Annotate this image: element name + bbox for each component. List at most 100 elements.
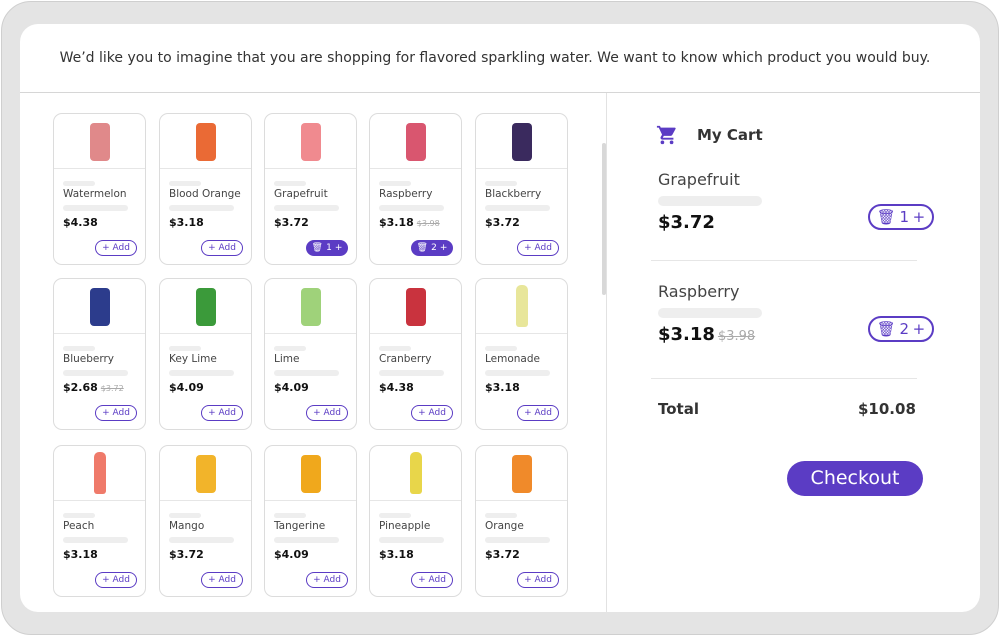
placeholder-bar	[169, 181, 201, 186]
add-button[interactable]: + Add	[306, 572, 348, 588]
product-name: Blackberry	[485, 188, 542, 200]
product-price: $3.18	[379, 548, 414, 561]
divider	[20, 92, 980, 93]
product-image	[195, 455, 216, 493]
original-price: $3.72	[100, 384, 124, 393]
product-name: Lemonade	[485, 353, 540, 365]
trash-icon[interactable]: 🗑	[876, 208, 896, 226]
product-card: Grapefruit $3.72 🗑 1 +	[264, 113, 357, 265]
product-price: $3.72	[274, 216, 309, 229]
placeholder-bar	[169, 537, 234, 543]
product-price: $2.68	[63, 381, 98, 394]
product-name: Tangerine	[274, 520, 326, 532]
total-value: $10.08	[858, 400, 916, 418]
placeholder-bar	[63, 370, 128, 376]
add-button[interactable]: + Add	[95, 240, 137, 256]
plus-icon[interactable]: +	[912, 208, 926, 226]
placeholder-bar	[63, 513, 95, 518]
placeholder-bar	[379, 205, 444, 211]
quantity-stepper[interactable]: 🗑 2 +	[411, 240, 453, 256]
placeholder-bar	[658, 196, 762, 206]
product-price: $3.72	[169, 548, 204, 561]
product-image-area	[160, 446, 251, 501]
trash-icon[interactable]: 🗑	[311, 243, 323, 253]
product-image-area	[265, 446, 356, 501]
add-button[interactable]: + Add	[517, 572, 559, 588]
cart-title: My Cart	[697, 126, 763, 144]
placeholder-bar	[63, 205, 128, 211]
cart-item-name: Grapefruit	[658, 170, 740, 189]
quantity: 1	[326, 243, 332, 253]
placeholder-bar	[169, 346, 201, 351]
add-button[interactable]: + Add	[95, 572, 137, 588]
add-button[interactable]: + Add	[517, 240, 559, 256]
placeholder-bar	[485, 346, 517, 351]
quantity: 2	[899, 320, 909, 338]
product-image-area	[54, 114, 145, 169]
product-image-area	[476, 114, 567, 169]
cart-item: Raspberry $3.18 $3.98 🗑 2 +	[658, 282, 934, 345]
trash-icon[interactable]: 🗑	[416, 243, 428, 253]
product-price: $4.38	[63, 216, 98, 229]
product-image	[195, 288, 216, 326]
quantity: 2	[431, 243, 437, 253]
add-button[interactable]: + Add	[201, 572, 243, 588]
placeholder-bar	[485, 537, 550, 543]
product-name: Raspberry	[379, 188, 433, 200]
placeholder-bar	[63, 537, 128, 543]
quantity-stepper[interactable]: 🗑 1 +	[306, 240, 348, 256]
product-image	[405, 123, 426, 161]
product-card: Mango $3.72 + Add	[159, 445, 252, 597]
placeholder-bar	[63, 181, 95, 186]
product-image-area	[54, 446, 145, 501]
product-card: Tangerine $4.09 + Add	[264, 445, 357, 597]
product-image	[409, 452, 422, 494]
plus-icon[interactable]: +	[334, 243, 343, 253]
placeholder-bar	[485, 513, 517, 518]
product-price: $4.09	[274, 548, 309, 561]
add-button[interactable]: + Add	[517, 405, 559, 421]
product-card: Cranberry $4.38 + Add	[369, 278, 462, 430]
add-button[interactable]: + Add	[201, 240, 243, 256]
screen: We’d like you to imagine that you are sh…	[20, 24, 980, 612]
instructions: We’d like you to imagine that you are sh…	[59, 50, 931, 66]
add-button[interactable]: + Add	[95, 405, 137, 421]
product-image	[511, 123, 532, 161]
product-card: Peach $3.18 + Add	[53, 445, 146, 597]
product-image-area	[370, 446, 461, 501]
product-image	[89, 123, 110, 161]
placeholder-bar	[63, 346, 95, 351]
placeholder-bar	[169, 205, 234, 211]
quantity-stepper[interactable]: 🗑 1 +	[868, 204, 934, 230]
add-button[interactable]: + Add	[201, 405, 243, 421]
quantity-stepper[interactable]: 🗑 2 +	[868, 316, 934, 342]
cart-icon	[656, 125, 676, 145]
placeholder-bar	[379, 370, 444, 376]
placeholder-bar	[379, 346, 411, 351]
product-image	[300, 123, 321, 161]
divider	[651, 378, 917, 379]
add-button[interactable]: + Add	[411, 405, 453, 421]
scrollbar[interactable]	[602, 143, 606, 295]
placeholder-bar	[658, 308, 762, 318]
product-name: Cranberry	[379, 353, 432, 365]
product-image	[93, 452, 106, 494]
original-price: $3.98	[717, 329, 756, 344]
plus-icon[interactable]: +	[439, 243, 448, 253]
trash-icon[interactable]: 🗑	[876, 320, 896, 338]
add-button[interactable]: + Add	[306, 405, 348, 421]
product-image-area	[370, 114, 461, 169]
add-button[interactable]: + Add	[411, 572, 453, 588]
checkout-button[interactable]: Checkout	[787, 461, 923, 496]
product-card: Pineapple $3.18 + Add	[369, 445, 462, 597]
placeholder-bar	[379, 513, 411, 518]
product-price: $4.38	[379, 381, 414, 394]
product-name: Grapefruit	[274, 188, 328, 200]
cart-item-price: $3.18	[658, 324, 715, 345]
product-image	[515, 285, 528, 327]
product-name: Watermelon	[63, 188, 127, 200]
product-price: $3.18	[169, 216, 204, 229]
product-image	[300, 455, 321, 493]
plus-icon[interactable]: +	[912, 320, 926, 338]
product-card: Watermelon $4.38 + Add	[53, 113, 146, 265]
